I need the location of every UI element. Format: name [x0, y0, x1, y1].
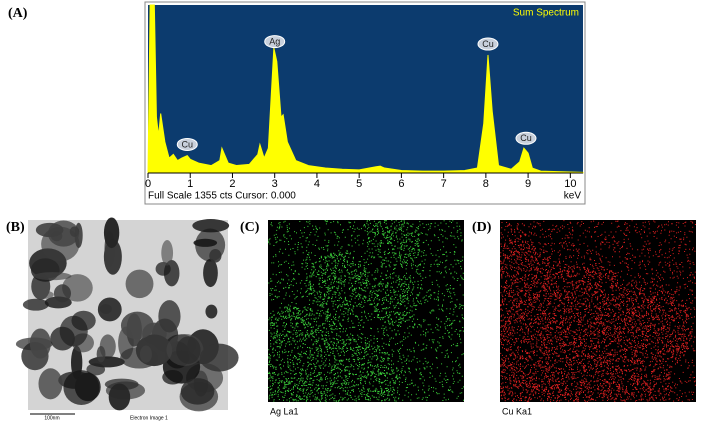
particle — [103, 217, 120, 249]
subtitle: Sum Spectrum — [513, 8, 579, 19]
particle — [35, 290, 54, 299]
particle — [203, 258, 218, 288]
particle — [161, 240, 174, 266]
x-tick-label: 0 — [145, 178, 151, 190]
particle — [38, 368, 63, 400]
panel-label: (C) — [240, 220, 260, 235]
particle — [103, 239, 122, 275]
particle — [44, 296, 72, 309]
particle — [163, 259, 180, 287]
particle — [105, 381, 146, 400]
particle — [192, 219, 230, 233]
particle — [199, 343, 239, 372]
x-tick-label: 4 — [314, 178, 320, 190]
particle — [139, 345, 152, 363]
peak-label: Cu — [182, 139, 194, 149]
ag-map-dots — [268, 220, 464, 402]
particle — [59, 315, 88, 347]
particle — [180, 378, 215, 405]
particle — [125, 269, 154, 299]
x-tick-label: 5 — [356, 178, 362, 190]
x-label: keV — [564, 191, 582, 202]
spectrum — [147, 4, 584, 174]
particle — [205, 304, 218, 319]
particle — [96, 345, 106, 363]
x-tick-label: 8 — [483, 178, 489, 190]
info: Full Scale 1355 cts Cursor: 0.000 — [148, 191, 296, 202]
x-tick-label: 1 — [187, 178, 193, 190]
x-tick-label: 6 — [398, 178, 404, 190]
plot-area — [148, 5, 583, 173]
peak-label: Ag — [269, 36, 280, 46]
x-tick-label: 10 — [564, 178, 576, 190]
ag-map — [268, 220, 464, 402]
scale-label: 100nm — [44, 415, 59, 421]
cu-map-dots — [500, 220, 696, 402]
peak-badge — [477, 37, 499, 51]
x-tick-label: 9 — [525, 178, 531, 190]
peak-badge — [515, 131, 537, 145]
peak-badge — [264, 35, 286, 49]
peak-label: Cu — [482, 39, 494, 49]
peak-label: Cu — [520, 133, 532, 143]
particle — [29, 328, 51, 359]
particle — [63, 370, 100, 405]
image-caption: Cu Ka1 — [502, 406, 532, 416]
x-tick-label: 7 — [441, 178, 447, 190]
particle — [176, 336, 201, 364]
particle — [22, 298, 49, 311]
x-tick-label: 2 — [229, 178, 235, 190]
panel-label: (D) — [472, 220, 492, 235]
particle — [209, 248, 222, 263]
particle — [99, 304, 112, 314]
peak-badge — [176, 137, 198, 151]
particle — [158, 300, 181, 333]
image-caption: Ag La1 — [270, 406, 299, 416]
particle — [88, 356, 125, 368]
particle — [33, 272, 72, 281]
x-tick-label: 3 — [272, 178, 278, 190]
panel-label: (A) — [8, 6, 28, 21]
image-caption: Electron Image 1 — [130, 415, 168, 421]
particle — [47, 220, 80, 247]
particle — [120, 311, 154, 340]
panel-label: (B) — [6, 220, 25, 235]
